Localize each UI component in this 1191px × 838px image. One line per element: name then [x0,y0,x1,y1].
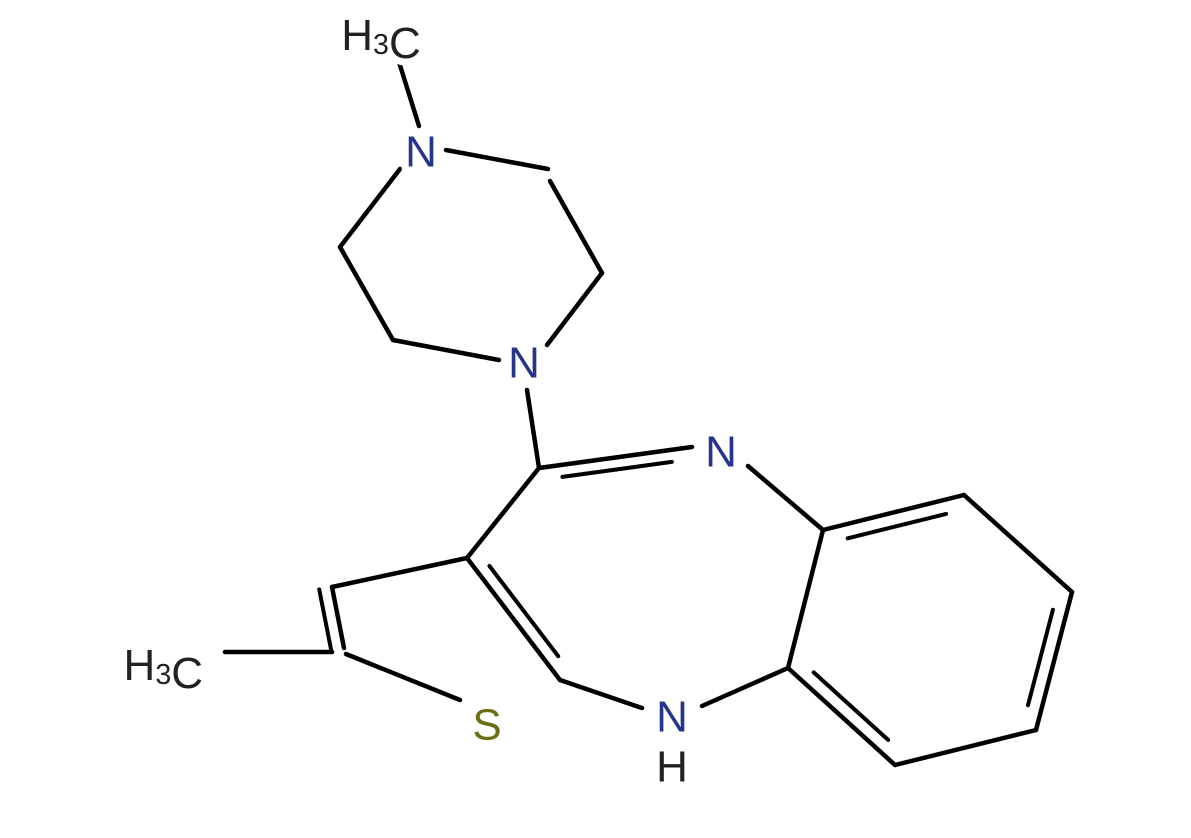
bond [560,680,642,708]
bond [340,169,400,247]
bond [788,530,823,668]
bond [748,466,823,530]
bond [332,587,344,648]
bond [788,668,895,765]
atom-label-N_mid: N [508,339,540,388]
bonds-group [225,62,1072,765]
bond [848,514,946,538]
atom-label-N_top: N [405,128,437,177]
bond [489,566,558,656]
bond [467,468,539,558]
bond [1028,610,1053,705]
atom-label-N_right: N [705,428,737,477]
bond [823,495,964,530]
bond [964,495,1072,592]
chemical-structure: H3CH3CNNNNNNNNHHSSH3CH3C [0,0,1191,838]
bond [527,390,539,468]
atom-label-S_label: S [472,701,501,750]
bond [702,668,788,706]
bond [539,447,692,468]
bond [393,340,499,360]
atom-label-N_bottom: N [656,693,688,742]
bond [895,730,1036,765]
bond [399,62,419,126]
bond [467,558,560,680]
bond [340,247,393,340]
atom-label-H_bottom: H [656,743,688,792]
bond [547,273,602,345]
bond [346,654,460,700]
bond [446,150,548,169]
bond [332,558,467,587]
bond [814,672,888,739]
atom-labels-group: H3CH3CNNNNNNNNHHSSH3CH3C [124,11,737,792]
bond [550,181,602,273]
atom-label-H3C_left: H3C [124,641,203,698]
bond [319,590,331,651]
atom-label-H3C_top: H3C [341,11,420,68]
